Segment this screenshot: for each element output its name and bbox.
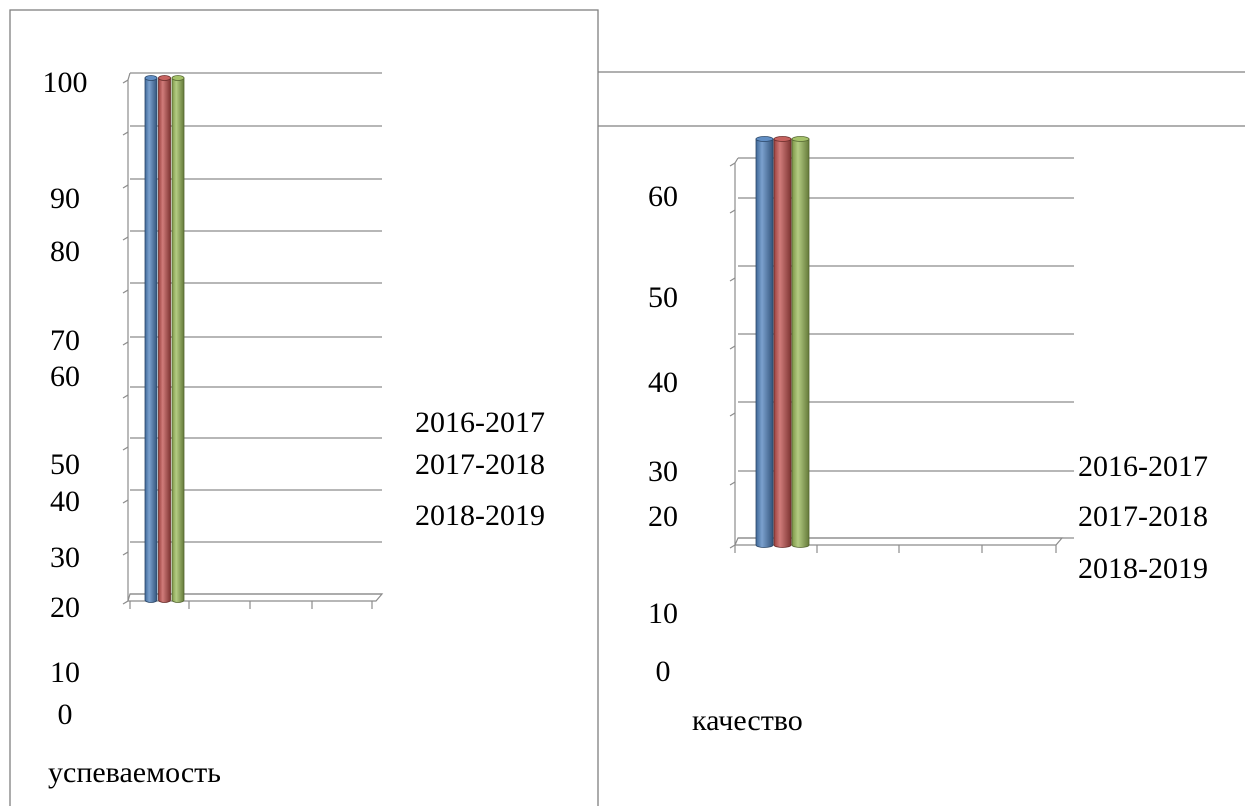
- y-axis-label: 40: [50, 485, 80, 518]
- y-axis-label: 40: [648, 366, 678, 399]
- axis-tick: [729, 345, 736, 350]
- legend-item-2018-2019: 2018-2019: [1078, 552, 1208, 585]
- axis-tick: [729, 162, 736, 167]
- axis-tick: [122, 499, 129, 504]
- y-axis-label: 30: [648, 455, 678, 488]
- bar-2017-2018: [773, 136, 792, 548]
- bar-2016-2017: [144, 75, 158, 603]
- y-axis-label: 20: [50, 591, 80, 624]
- axis-tick: [122, 236, 129, 241]
- legend-item-2017-2018: 2017-2018: [1078, 500, 1208, 533]
- axis-tick: [729, 277, 736, 282]
- y-axis-label: 30: [50, 541, 80, 574]
- axis-tick: [122, 289, 129, 294]
- bar-2018-2019: [171, 75, 185, 603]
- y-axis-label: 10: [50, 656, 80, 689]
- y-axis-label: 100: [43, 66, 88, 99]
- bar-2018-2019: [791, 136, 810, 548]
- category-label: успеваемость: [48, 756, 221, 789]
- chart-kachestvo: 60 50 40 30 20 10 0 2016-2017 2017-2018 2018-2019…: [648, 136, 1208, 737]
- y-axis-label: 50: [50, 448, 80, 481]
- back-wall: [734, 157, 739, 545]
- y-axis-label: 60: [50, 360, 80, 393]
- axis-tick: [729, 481, 736, 486]
- y-axis-label: 20: [648, 500, 678, 533]
- axis-tick: [729, 209, 736, 214]
- floor: [734, 537, 1064, 546]
- y-axis-label: 80: [50, 235, 80, 268]
- floor: [127, 593, 384, 602]
- bar-2016-2017: [755, 136, 774, 548]
- axis-tick: [122, 79, 129, 84]
- y-axis-label: 70: [50, 324, 80, 357]
- back-wall: [127, 72, 131, 601]
- bar-2017-2018: [158, 75, 171, 603]
- legend-item-2016-2017: 2016-2017: [1078, 450, 1208, 483]
- legend-item-2016-2017: 2016-2017: [415, 406, 545, 439]
- chart-uspevaemost: 10090807060504030201002016-20172017-2018…: [43, 66, 546, 789]
- axis-tick: [122, 600, 129, 605]
- axis-tick: [729, 412, 736, 417]
- legend-item-2017-2018: 2017-2018: [415, 448, 545, 481]
- category-label: качество: [692, 704, 803, 737]
- axis-tick: [122, 341, 129, 346]
- y-axis-label: 0: [656, 655, 671, 688]
- axis-tick: [122, 131, 129, 136]
- y-axis-label: 50: [648, 281, 678, 314]
- axis-tick: [122, 184, 129, 189]
- axis-tick: [122, 446, 129, 451]
- axis-tick: [122, 394, 129, 399]
- y-axis-label: 60: [648, 180, 678, 213]
- legend-item-2018-2019: 2018-2019: [415, 499, 545, 532]
- y-axis-label: 90: [50, 182, 80, 215]
- y-axis-label: 0: [58, 698, 73, 731]
- axis-tick: [122, 551, 129, 556]
- y-axis-label: 10: [648, 597, 678, 630]
